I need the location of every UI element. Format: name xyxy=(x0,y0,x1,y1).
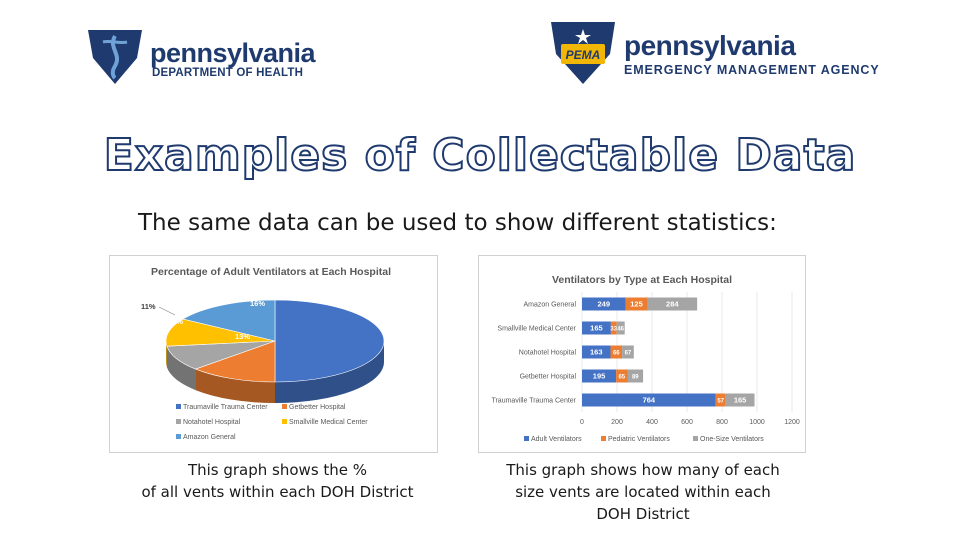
bar-x-tick-label: 1200 xyxy=(784,419,800,426)
bar-segment xyxy=(582,321,611,335)
bar-data-label: 249 xyxy=(598,300,611,309)
bar-legend-label: Adult Ventilators xyxy=(531,436,582,443)
bar-data-label: 67 xyxy=(625,351,632,357)
bar-x-tick-label: 600 xyxy=(681,419,693,426)
pie-leader-line xyxy=(158,306,176,316)
pie-slices xyxy=(165,299,385,383)
slide-title: Examples of Collectable Data xyxy=(103,129,857,182)
bar-chart-panel: Ventilators by Type at Each Hospital 0 200… xyxy=(478,255,806,453)
bar-segment xyxy=(610,321,617,335)
pie-data-label: 50% xyxy=(430,303,437,312)
bar-segment xyxy=(715,393,726,407)
right-caption: This graph shows how many of each size v… xyxy=(478,459,808,525)
bar-legend-swatch xyxy=(601,436,606,441)
left-caption: This graph shows the % of all vents with… xyxy=(120,459,435,503)
bar-segment xyxy=(725,393,755,407)
pie-legend-swatch xyxy=(176,434,181,439)
bar-data-label: 165 xyxy=(734,396,747,405)
bar-segment xyxy=(616,369,628,383)
pie-data-label: 11% xyxy=(141,302,156,311)
bar-segment xyxy=(616,321,625,335)
pema-logo-name: pennsylvania xyxy=(624,30,796,61)
doh-logo-name: pennsylvania xyxy=(150,38,316,68)
bar-legend-swatch xyxy=(693,436,698,441)
bar-segment xyxy=(647,297,698,311)
slide-subtitle: The same data can be used to show differ… xyxy=(138,210,777,236)
pie-side-2 xyxy=(166,346,196,391)
bar-category-label: Amazon General xyxy=(523,302,576,309)
pema-logo-subtitle: EMERGENCY MANAGEMENT AGENCY xyxy=(624,63,880,77)
bar-segment xyxy=(582,297,626,311)
bar-x-tick-label: 200 xyxy=(611,419,623,426)
pie-slice-getbetter-hospital xyxy=(194,340,276,383)
pie-side-1 xyxy=(195,369,275,403)
bar-data-label: 89 xyxy=(632,375,639,381)
pie-chart-panel: Percentage of Adult Ventilators at Each … xyxy=(109,255,445,453)
pie-data-label: 13% xyxy=(235,332,250,341)
bar-legend-swatch xyxy=(524,436,529,441)
right-caption-line-3: DOH District xyxy=(596,505,690,523)
doh-logo-subtitle: DEPARTMENT OF HEALTH xyxy=(152,67,304,79)
bar-data-label: 57 xyxy=(717,399,724,405)
bar-category-label: Notahotel Hospital xyxy=(519,350,577,357)
bar-segment xyxy=(582,345,611,359)
bar-data-label: 125 xyxy=(630,300,643,309)
pie-legend-label: Amazon General xyxy=(183,434,236,441)
bar-data-label: 165 xyxy=(590,324,603,333)
bar-data-label: 46 xyxy=(617,327,624,333)
pie-chart: Percentage of Adult Ventilators at Each … xyxy=(141,266,445,441)
bar-x-tick-label: 400 xyxy=(646,419,658,426)
bar-segment xyxy=(622,345,634,359)
pie-depth-sides xyxy=(166,341,384,403)
bar-segment xyxy=(625,297,648,311)
bar-data-label: 33 xyxy=(610,327,617,333)
bar-legend-label: One-Size Ventilators xyxy=(700,436,764,443)
pie-side-3 xyxy=(166,341,167,368)
bar-category-label: Getbetter Hospital xyxy=(520,374,577,381)
pie-legend-swatch xyxy=(176,404,181,409)
pie-side-0 xyxy=(275,341,384,403)
bar-data-label: 66 xyxy=(613,351,620,357)
bar-x-tick-label: 0 xyxy=(580,419,584,426)
bar-x-tick-label: 1000 xyxy=(749,419,765,426)
bar-legend-label: Pediatric Ventilators xyxy=(608,436,670,443)
pie-chart-title: Percentage of Adult Ventilators at Each … xyxy=(151,266,391,278)
pie-legend-swatch xyxy=(282,419,287,424)
bar-data-label: 284 xyxy=(666,300,679,309)
pie-data-label: 16% xyxy=(250,299,265,308)
right-caption-line-2: size vents are located within each xyxy=(515,483,771,501)
bar-category-label: Smallville Medical Center xyxy=(497,326,576,333)
bar-data-label: 65 xyxy=(618,375,625,381)
pie-slice-traumaville-trauma-center xyxy=(274,299,385,383)
pie-legend-label: Smallville Medical Center xyxy=(289,419,368,426)
pie-legend-label: Traumaville Trauma Center xyxy=(183,404,268,411)
pie-data-label: 10% xyxy=(168,317,183,326)
pie-legend-label: Getbetter Hospital xyxy=(289,404,346,411)
bar-data-label: 195 xyxy=(593,372,606,381)
doh-keystone-logo xyxy=(88,30,142,84)
bar-data-label: 163 xyxy=(590,348,603,357)
bar-chart-title: Ventilators by Type at Each Hospital xyxy=(552,274,732,286)
left-caption-line-2: of all vents within each DOH District xyxy=(141,483,414,501)
bar-x-tick-label: 800 xyxy=(716,419,728,426)
pie-legend-swatch xyxy=(282,404,287,409)
bar-category-label: Traumaville Trauma Center xyxy=(491,398,576,405)
pie-legend-label: Notahotel Hospital xyxy=(183,419,241,426)
pie-slice-smallville-medical-center xyxy=(165,318,276,347)
pie-slice-amazon-general xyxy=(182,299,276,342)
pema-keystone-logo: PEMA xyxy=(551,22,615,84)
right-caption-line-1: This graph shows how many of each xyxy=(506,461,780,479)
pie-legend-swatch xyxy=(176,419,181,424)
bar-segment xyxy=(582,393,716,407)
pema-badge-text: PEMA xyxy=(566,48,601,62)
bar-data-label: 764 xyxy=(643,396,656,405)
bar-chart: Ventilators by Type at Each Hospital 0 200… xyxy=(491,274,800,443)
bar-segment xyxy=(610,345,623,359)
bar-segment xyxy=(582,369,617,383)
left-caption-line-1: This graph shows the % xyxy=(187,461,368,479)
bar-segment xyxy=(627,369,644,383)
